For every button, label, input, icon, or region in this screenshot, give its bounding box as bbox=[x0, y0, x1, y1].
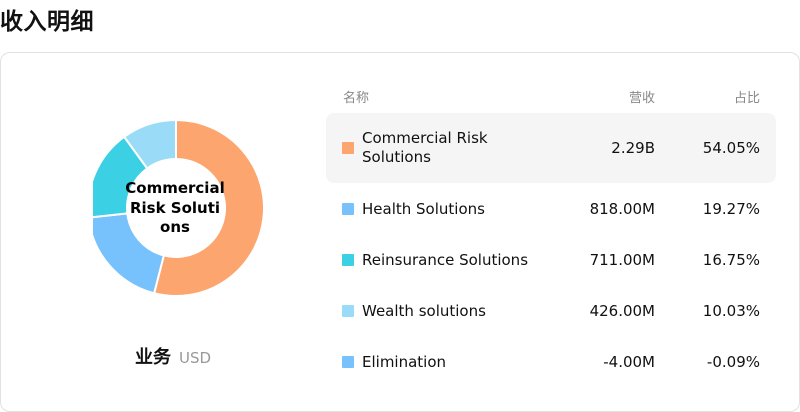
row-revenue: -4.00M bbox=[603, 353, 655, 371]
legend-swatch bbox=[342, 356, 354, 368]
donut-slice-2[interactable] bbox=[93, 212, 166, 295]
row-revenue: 818.00M bbox=[589, 200, 655, 218]
table-row[interactable]: Commercial Risk Solutions 2.29B 54.05% bbox=[326, 113, 776, 183]
row-name: Health Solutions bbox=[362, 199, 485, 218]
donut-center-label: Commercial Risk Solutions bbox=[125, 179, 225, 236]
legend-swatch bbox=[342, 254, 354, 266]
table-row[interactable]: Health Solutions 818.00M 19.27% bbox=[326, 174, 776, 244]
legend-swatch bbox=[342, 203, 354, 215]
table-header: 名称 营收 占比 bbox=[326, 87, 776, 107]
legend-swatch bbox=[342, 142, 354, 154]
subtitle-main: 业务 bbox=[135, 347, 171, 368]
row-name: Elimination bbox=[362, 352, 447, 371]
row-revenue: 711.00M bbox=[589, 251, 655, 269]
chart-subtitle: 业务 USD bbox=[135, 343, 211, 369]
donut-slice-4[interactable] bbox=[122, 119, 177, 170]
row-revenue: 426.00M bbox=[589, 302, 655, 320]
legend-swatch bbox=[342, 305, 354, 317]
table-row[interactable]: Wealth solutions 426.00M 10.03% bbox=[326, 276, 776, 346]
row-name: Reinsurance Solutions bbox=[362, 250, 529, 269]
page-title: 收入明细 bbox=[0, 9, 94, 35]
header-name: 名称 bbox=[343, 91, 370, 106]
row-share: 16.75% bbox=[702, 251, 760, 269]
row-share: 10.03% bbox=[702, 302, 760, 320]
row-share: 54.05% bbox=[702, 139, 760, 157]
row-share: -0.09% bbox=[706, 353, 760, 371]
row-name: Wealth solutions bbox=[362, 301, 486, 320]
table-row[interactable]: Reinsurance Solutions 711.00M 16.75% bbox=[326, 225, 776, 295]
revenue-card: Commercial Risk Solutions 业务 USD 名称 营收 占… bbox=[0, 52, 800, 412]
row-share: 19.27% bbox=[702, 200, 760, 218]
donut-svg bbox=[93, 119, 265, 297]
row-revenue: 2.29B bbox=[611, 139, 655, 157]
header-revenue: 营收 bbox=[628, 91, 655, 106]
row-name: Commercial Risk Solutions bbox=[362, 129, 488, 166]
subtitle-unit: USD bbox=[179, 349, 212, 367]
donut-chart: Commercial Risk Solutions bbox=[93, 119, 265, 297]
header-share: 占比 bbox=[733, 91, 760, 106]
table-row[interactable]: Elimination -4.00M -0.09% bbox=[326, 327, 776, 397]
donut-slice-1[interactable] bbox=[152, 119, 265, 297]
